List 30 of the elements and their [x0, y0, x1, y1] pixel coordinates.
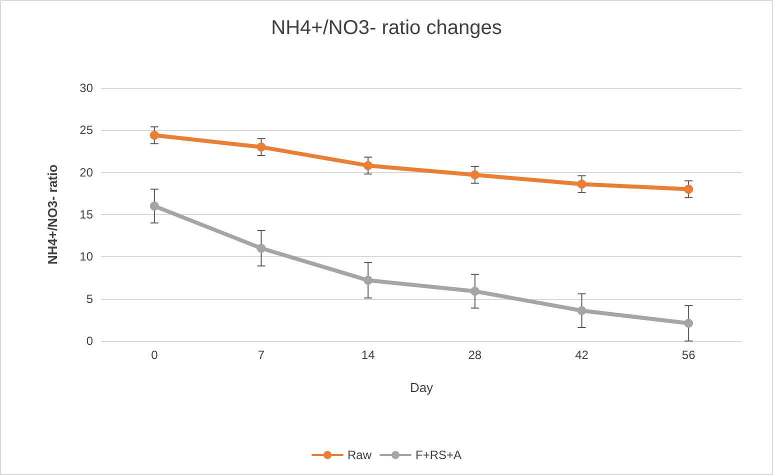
- legend-label: F+RS+A: [415, 448, 462, 462]
- legend-label: Raw: [347, 448, 372, 462]
- x-tick-label: 28: [468, 348, 482, 362]
- point: [364, 276, 373, 285]
- x-tick-label: 14: [361, 348, 376, 362]
- point: [684, 318, 694, 328]
- y-tick-label: 20: [80, 165, 94, 180]
- x-tick-label: 7: [258, 348, 265, 362]
- point: [470, 286, 480, 296]
- y-tick-label: 5: [86, 292, 94, 306]
- point: [256, 244, 266, 253]
- x-tick-label: 42: [575, 348, 589, 362]
- x-axis-title: Day: [410, 380, 434, 395]
- point: [256, 142, 266, 152]
- point: [577, 180, 586, 189]
- point: [470, 170, 480, 180]
- y-tick-label: 15: [80, 208, 94, 222]
- chart-title: NH4+/NO3- ratio changes: [271, 17, 502, 39]
- y-tick-label: 0: [86, 334, 94, 348]
- y-tick-label: 25: [80, 123, 94, 138]
- x-tick-label: 0: [151, 348, 158, 362]
- x-tick-label: 56: [682, 348, 696, 362]
- point: [684, 184, 694, 194]
- point: [150, 130, 159, 140]
- point: [150, 202, 159, 211]
- y-tick-label: 30: [80, 81, 94, 95]
- point: [577, 306, 586, 316]
- y-tick-label: 10: [80, 250, 94, 264]
- point: [364, 161, 373, 170]
- y-axis-title: NH4+/NO3- ratio: [45, 164, 60, 265]
